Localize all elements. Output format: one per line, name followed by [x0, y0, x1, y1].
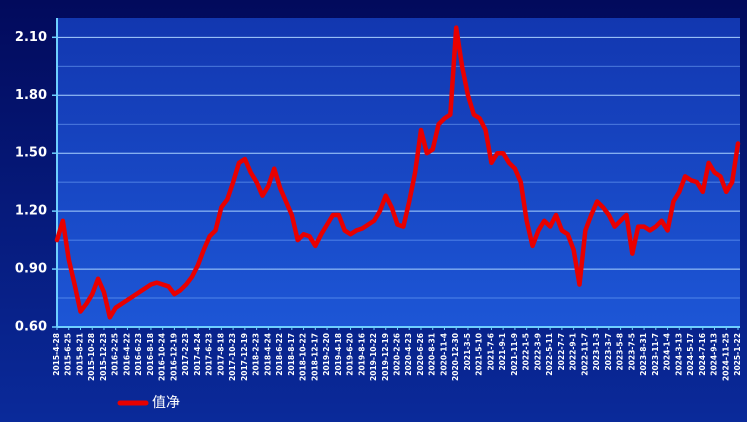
x-tick-label: 2022-1-5	[522, 333, 531, 371]
x-tick-label: 2023-3-7	[604, 333, 613, 371]
x-tick-label: 2015-4-28	[52, 333, 61, 376]
x-tick-label: 2015-6-25	[64, 333, 73, 376]
y-tick-label: 1.50	[15, 146, 47, 161]
x-tick-label: 2019-8-16	[357, 333, 366, 376]
x-tick-label: 2016-10-24	[158, 333, 167, 381]
x-tick-label: 2021-9-1	[498, 333, 507, 371]
x-tick-label: 2023-5-8	[616, 333, 625, 371]
y-tick-label: 1.80	[15, 88, 47, 103]
x-tick-label: 2022-7-7	[557, 333, 566, 371]
x-tick-label: 2019-10-22	[369, 333, 378, 381]
x-tick-label: 2017-10-23	[228, 333, 237, 381]
x-tick-label: 2024-5-17	[686, 333, 695, 376]
x-tick-label: 2018-4-24	[263, 333, 272, 376]
x-tick-label: 2019-2-20	[322, 333, 331, 376]
x-tick-label: 2020-11-4	[439, 333, 448, 376]
x-tick-label: 2020-12-30	[451, 333, 460, 381]
x-tick-label: 2022-11-7	[580, 333, 589, 376]
x-tick-label: 2018-8-17	[287, 333, 296, 376]
x-tick-label: 2023-1-3	[592, 333, 601, 371]
x-tick-label: 2018-2-23	[252, 333, 261, 376]
data-line	[54, 25, 741, 320]
x-tick-label: 2017-2-23	[181, 333, 190, 376]
x-tick-label: 2015-10-28	[87, 333, 96, 381]
x-tick-label: 2024-9-13	[710, 333, 719, 376]
x-tick-label: 2022-9-1	[569, 333, 578, 371]
x-tick-label: 2017-4-24	[193, 333, 202, 376]
x-tick-label: 2023-8-31	[639, 333, 648, 376]
x-tick-label: 2017-12-19	[240, 333, 249, 381]
x-tick-label: 2016-12-19	[169, 333, 178, 381]
x-tick-label: 2024-7-16	[698, 333, 707, 376]
x-tick-label: 2023-11-7	[651, 333, 660, 376]
y-tick-label: 0.60	[15, 320, 47, 335]
x-tick-label: 2021-5-10	[475, 333, 484, 376]
x-tick-label: 2017-8-18	[216, 333, 225, 376]
x-tick-label: 2021-7-6	[486, 333, 495, 371]
y-tick-label: 0.90	[15, 262, 47, 277]
x-tick-label: 2016-6-23	[134, 333, 143, 376]
x-tick-label: 2020-6-26	[416, 333, 425, 376]
x-tick-label: 2021-3-5	[463, 333, 472, 371]
x-tick-label: 2017-6-23	[205, 333, 214, 376]
x-tick-label: 2023-7-5	[627, 333, 636, 371]
x-tick-label: 2019-4-18	[334, 333, 343, 376]
y-tick-label: 2.10	[15, 30, 47, 45]
y-tick-label: 1.20	[15, 204, 47, 219]
x-tick-label: 2016-2-25	[111, 333, 120, 376]
x-tick-label: 2022-3-9	[533, 333, 542, 371]
x-tick-label: 2016-4-22	[122, 333, 131, 376]
x-tick-label: 2024-3-13	[674, 333, 683, 376]
x-tick-label: 2021-11-9	[510, 333, 519, 376]
x-tick-label: 2018-12-17	[310, 333, 319, 381]
x-tick-label: 2018-6-22	[275, 333, 284, 376]
x-tick-label: 2022-5-11	[545, 333, 554, 376]
x-tick-label: 2024-11-25	[721, 333, 730, 381]
x-tick-label: 2025-1-22	[733, 333, 742, 376]
x-tick-label: 2020-2-26	[393, 333, 402, 376]
legend-label: 值净	[152, 395, 180, 411]
x-tick-label: 2020-8-31	[428, 333, 437, 376]
x-tick-label: 2015-12-23	[99, 333, 108, 381]
x-tick-label: 2020-4-23	[404, 333, 413, 376]
x-tick-label: 2024-1-4	[663, 333, 672, 371]
x-tick-label: 2019-12-19	[381, 333, 390, 381]
x-tick-label: 2018-10-22	[299, 333, 308, 381]
x-tick-label: 2015-8-21	[75, 333, 84, 376]
plot-area	[57, 18, 740, 327]
x-tick-label: 2016-8-18	[146, 333, 155, 376]
x-tick-label: 2019-6-20	[346, 333, 355, 376]
